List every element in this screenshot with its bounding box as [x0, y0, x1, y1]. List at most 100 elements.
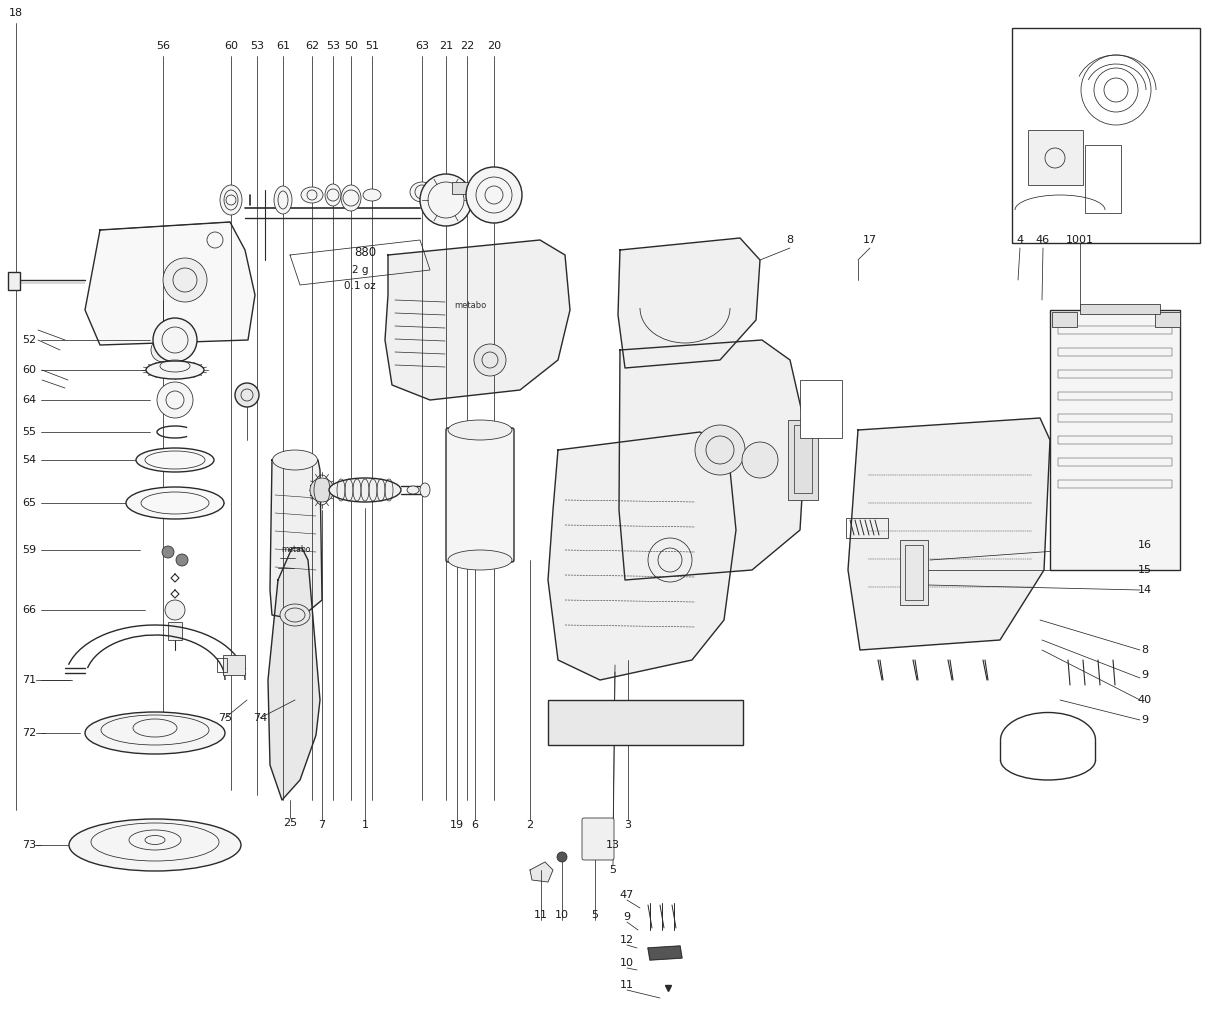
Text: 0.1 oz: 0.1 oz [344, 281, 376, 291]
Text: 71: 71 [22, 675, 37, 685]
Text: 17: 17 [863, 234, 877, 245]
Text: 12: 12 [619, 935, 634, 945]
Bar [800, 380, 842, 438]
Ellipse shape [220, 185, 242, 215]
Polygon shape [647, 946, 682, 961]
Polygon shape [85, 222, 256, 345]
Circle shape [310, 478, 333, 502]
Polygon shape [268, 548, 320, 800]
Bar [1155, 312, 1180, 327]
Text: metabo: metabo [281, 546, 310, 555]
Polygon shape [270, 460, 323, 620]
Circle shape [166, 600, 185, 620]
Bar [1058, 480, 1172, 488]
Text: 3: 3 [624, 820, 632, 830]
Circle shape [695, 425, 745, 475]
Circle shape [153, 318, 197, 362]
Ellipse shape [329, 478, 400, 502]
Bar [1013, 28, 1200, 243]
Bar [1058, 458, 1172, 466]
Bar [846, 518, 888, 538]
Text: 47: 47 [619, 890, 634, 900]
Text: 56: 56 [156, 41, 170, 51]
Text: 5: 5 [610, 865, 617, 874]
Bar [1058, 326, 1172, 334]
Polygon shape [548, 432, 736, 680]
Ellipse shape [410, 182, 434, 202]
Text: 13: 13 [606, 840, 619, 850]
Text: 1: 1 [361, 820, 369, 830]
Text: 2: 2 [527, 820, 533, 830]
Ellipse shape [420, 483, 430, 497]
Bar [223, 655, 245, 675]
Text: 21: 21 [439, 41, 453, 51]
Text: 9: 9 [1142, 670, 1149, 680]
Bar [1058, 414, 1172, 422]
Text: 15: 15 [1138, 565, 1152, 575]
Text: 9: 9 [1142, 715, 1149, 725]
Circle shape [151, 338, 175, 362]
Text: 1001: 1001 [1066, 234, 1094, 245]
Text: 66: 66 [22, 605, 37, 615]
Text: 19: 19 [450, 820, 464, 830]
Text: 72: 72 [22, 728, 37, 738]
Circle shape [176, 554, 187, 566]
Ellipse shape [69, 819, 241, 871]
Ellipse shape [85, 712, 225, 754]
Text: 9: 9 [623, 912, 630, 922]
Text: 73: 73 [22, 840, 37, 850]
Circle shape [163, 258, 207, 302]
Text: 7: 7 [319, 820, 326, 830]
Text: 8: 8 [786, 234, 793, 245]
Text: 63: 63 [415, 41, 430, 51]
Circle shape [466, 167, 522, 223]
Circle shape [162, 546, 174, 558]
Bar [1050, 310, 1180, 570]
Text: 14: 14 [1138, 585, 1152, 595]
FancyBboxPatch shape [582, 818, 615, 860]
Text: 20: 20 [487, 41, 501, 51]
Ellipse shape [273, 450, 318, 470]
Bar [905, 545, 922, 600]
Text: 75: 75 [218, 713, 232, 723]
Text: 4: 4 [1016, 234, 1023, 245]
Ellipse shape [146, 361, 204, 379]
Text: 53: 53 [249, 41, 264, 51]
Circle shape [235, 383, 259, 407]
Bar [548, 700, 744, 745]
Circle shape [557, 852, 567, 862]
Polygon shape [619, 340, 806, 580]
Bar [1028, 130, 1083, 185]
Polygon shape [290, 240, 430, 285]
Text: 64: 64 [22, 395, 37, 406]
Text: 60: 60 [224, 41, 239, 51]
Text: 6: 6 [471, 820, 478, 830]
Bar [901, 540, 929, 605]
Bar [1086, 145, 1121, 213]
Text: 8: 8 [1142, 645, 1149, 655]
Ellipse shape [363, 189, 381, 201]
Bar [1058, 436, 1172, 444]
Text: 61: 61 [276, 41, 290, 51]
Text: 22: 22 [460, 41, 475, 51]
Circle shape [420, 174, 472, 226]
Ellipse shape [136, 449, 214, 472]
Bar [217, 658, 228, 672]
Text: 52: 52 [22, 335, 37, 345]
Text: 18: 18 [9, 8, 23, 18]
Text: 74: 74 [253, 713, 267, 723]
Text: 5: 5 [591, 910, 599, 920]
Text: 54: 54 [22, 455, 37, 465]
Text: 59: 59 [22, 545, 37, 555]
Text: 46: 46 [1036, 234, 1050, 245]
Text: 50: 50 [344, 41, 358, 51]
Circle shape [473, 344, 506, 376]
Polygon shape [385, 240, 570, 400]
Text: 60: 60 [22, 365, 37, 375]
Bar [1058, 392, 1172, 400]
Polygon shape [529, 862, 553, 882]
Text: 11: 11 [619, 980, 634, 990]
Text: 10: 10 [619, 958, 634, 968]
Bar [452, 182, 472, 194]
Text: 2 g: 2 g [352, 265, 369, 275]
